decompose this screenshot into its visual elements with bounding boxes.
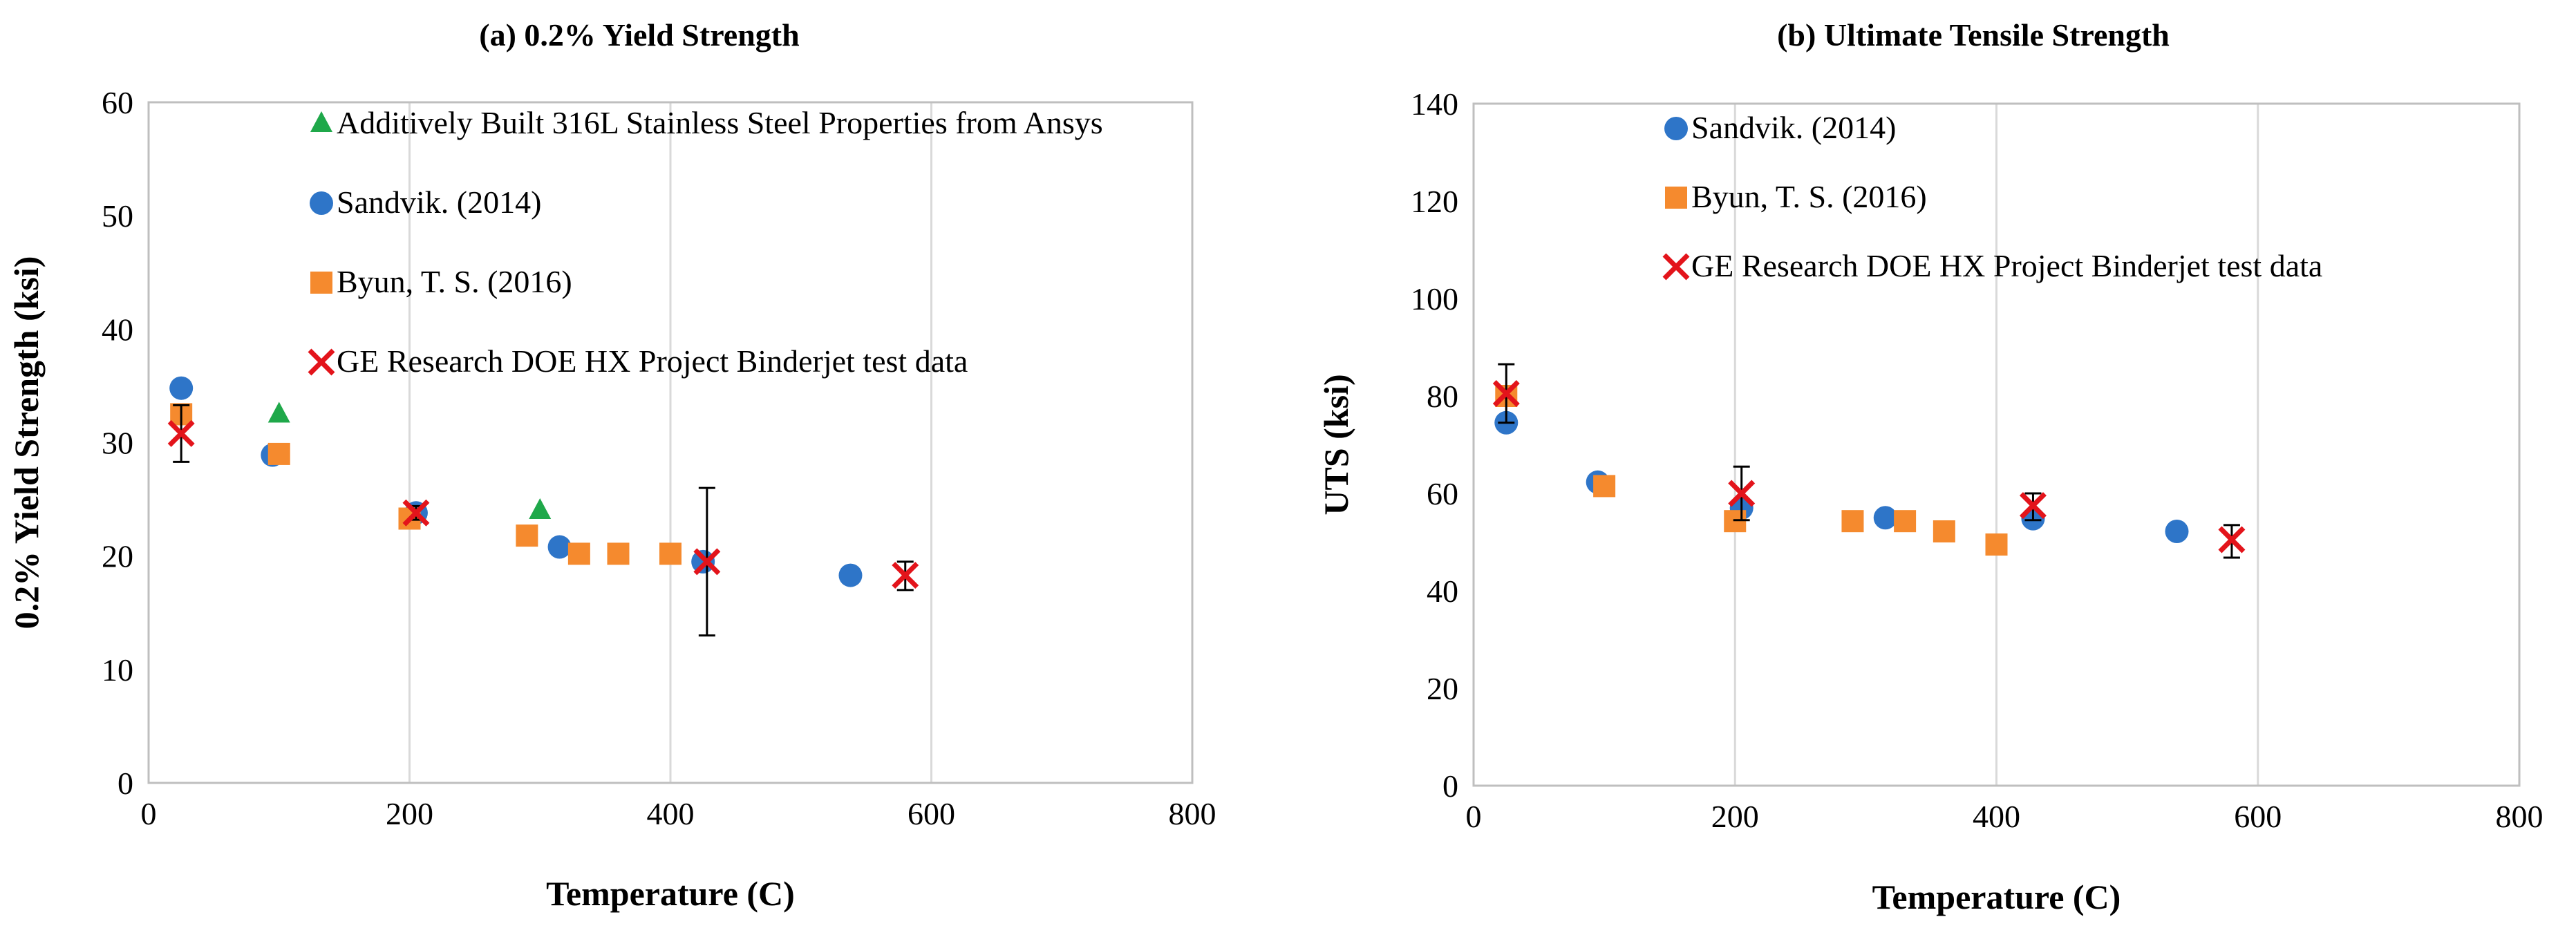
data-point-stroke-b: [1492, 380, 1520, 407]
plot-area: [147, 101, 1194, 784]
data-point-stroke-b: [693, 548, 721, 576]
data-point: [1985, 533, 2008, 556]
data-point: [529, 498, 552, 519]
y-tick-label: 50: [102, 198, 133, 234]
y-axis-label: 0.2% Yield Strength (ksi): [7, 256, 46, 630]
y-tick-label: 10: [102, 652, 133, 688]
x-tick-label: 400: [1973, 799, 2020, 834]
y-tick-label: 60: [102, 85, 133, 120]
data-point: [267, 401, 290, 423]
y-tick-label: 120: [1411, 184, 1458, 219]
series-1: [1495, 385, 2008, 556]
legend-entry: Byun, T. S. (2016): [1691, 179, 1927, 214]
data-point: [838, 563, 863, 587]
data-point: [1593, 475, 1616, 498]
legend-entry: Sandvik. (2014): [1691, 110, 1896, 145]
y-axis-label: UTS (ksi): [1317, 374, 1355, 515]
data-point: [167, 419, 195, 447]
data-point: [1894, 510, 1917, 533]
data-point: [2019, 492, 2047, 520]
data-point: [516, 524, 538, 547]
x-axis-label: Temperature (C): [546, 874, 795, 913]
legend-marker: [310, 111, 332, 132]
x-tick-label: 400: [647, 796, 695, 831]
data-point: [402, 499, 430, 527]
chart-title: (b) Ultimate Tensile Strength: [1777, 17, 2170, 53]
data-point: [1873, 506, 1897, 530]
plot-area: [1472, 102, 2521, 787]
data-point-stroke-b: [2218, 526, 2246, 553]
data-point: [659, 542, 681, 565]
chart-yield-strength: (a) 0.2% Yield Strength 0 200 400 600 800 0 10 2…: [7, 17, 1216, 913]
legend-marker: [1662, 253, 1690, 281]
series-0: [267, 401, 552, 519]
data-point: [547, 535, 572, 559]
y-tick-label: 20: [1427, 671, 1458, 706]
data-point: [1728, 480, 1756, 507]
legend-entry: Sandvik. (2014): [337, 184, 541, 220]
data-point: [267, 442, 290, 465]
y-tick-label: 140: [1411, 86, 1458, 122]
series-2: [170, 403, 681, 565]
series-1: [169, 376, 863, 587]
legend-marker: [1664, 117, 1688, 140]
legend-marker-stroke-b: [1662, 253, 1690, 281]
legend-marker: [310, 191, 333, 215]
data-point-stroke-b: [402, 499, 430, 527]
data-point: [1841, 510, 1864, 533]
series-3: [167, 404, 919, 637]
y-tick-label: 0: [117, 766, 133, 801]
data-point: [1933, 520, 1955, 542]
data-point-stroke-b: [167, 419, 195, 447]
legend: Additively Built 316L Stainless Steel Pr…: [308, 105, 1103, 379]
y-tick-label: 60: [1427, 476, 1458, 511]
y-tick-label: 40: [102, 312, 133, 347]
x-tick-label: 800: [1169, 796, 1216, 831]
legend-entry: Byun, T. S. (2016): [337, 264, 572, 299]
legend-marker: [1665, 187, 1687, 209]
chart-title: (a) 0.2% Yield Strength: [479, 17, 799, 53]
legend-entry: Additively Built 316L Stainless Steel Pr…: [337, 105, 1103, 140]
data-point: [693, 548, 721, 576]
data-point: [2218, 526, 2246, 553]
x-tick-label: 600: [908, 796, 955, 831]
y-tick-label: 0: [1442, 768, 1458, 804]
data-point: [169, 376, 194, 400]
data-point: [607, 542, 630, 565]
x-tick-label: 0: [141, 796, 157, 831]
y-tick-label: 40: [1427, 574, 1458, 609]
x-tick-label: 200: [1711, 799, 1759, 834]
y-tick-label: 30: [102, 426, 133, 461]
x-tick-label: 600: [2234, 799, 2282, 834]
data-point-stroke-b: [1728, 480, 1756, 507]
data-point: [892, 562, 919, 589]
y-tick-label: 80: [1427, 379, 1458, 414]
data-point-stroke-b: [2019, 492, 2047, 520]
legend-entry: GE Research DOE HX Project Binderjet tes…: [1691, 248, 2322, 283]
x-tick-label: 0: [1466, 799, 1482, 834]
y-tick-label: 100: [1411, 281, 1458, 316]
x-tick-label: 800: [2496, 799, 2544, 834]
y-tick-label: 20: [102, 539, 133, 574]
legend: Sandvik. (2014) Byun, T. S. (2016) GE Rese…: [1662, 110, 2322, 283]
series-2: [1492, 363, 2246, 559]
data-point: [567, 542, 590, 565]
legend-marker: [308, 348, 335, 376]
x-axis-label: Temperature (C): [1872, 878, 2121, 916]
data-point: [1492, 380, 1520, 407]
data-point-stroke-b: [892, 562, 919, 589]
x-tick-label: 200: [386, 796, 433, 831]
legend-marker: [310, 272, 332, 294]
data-point: [691, 549, 715, 574]
legend-entry: GE Research DOE HX Project Binderjet tes…: [337, 343, 968, 379]
data-point: [2165, 519, 2189, 543]
legend-marker-stroke-b: [308, 348, 335, 376]
